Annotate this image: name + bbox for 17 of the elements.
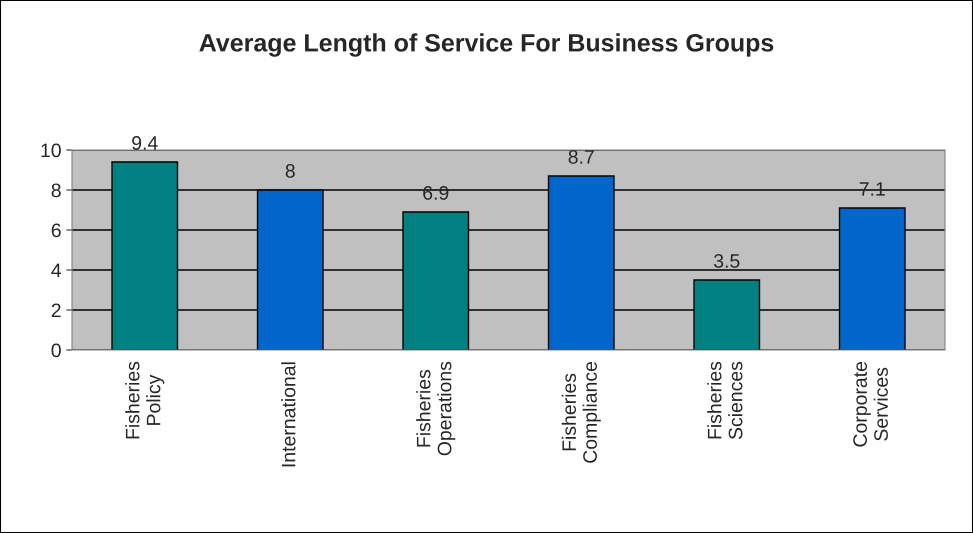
y-tick-label: 2	[52, 303, 61, 318]
y-tick-label: 6	[52, 223, 61, 238]
x-tick-label: Corporate Services	[853, 362, 888, 447]
x-tick-label: Fisheries Compliance	[562, 362, 601, 463]
data-label: 8	[286, 164, 295, 178]
y-tick-label: 10	[41, 143, 61, 158]
data-label: 8.7	[568, 150, 594, 164]
x-tick-label: Fisheries Operations	[416, 362, 456, 456]
y-tick-label: 0	[52, 343, 61, 358]
x-tick-label: Fisheries Sciences	[707, 362, 742, 440]
x-tick-label: Fisheries Policy	[125, 362, 164, 438]
x-tick-label: International	[281, 362, 296, 466]
data-label: 3.5	[714, 254, 740, 268]
data-label: 9.4	[132, 136, 158, 150]
y-tick-label: 8	[52, 183, 61, 198]
chart-title: Average Length of Service For Business Groups	[199, 33, 774, 57]
y-tick-label: 4	[51, 264, 62, 278]
